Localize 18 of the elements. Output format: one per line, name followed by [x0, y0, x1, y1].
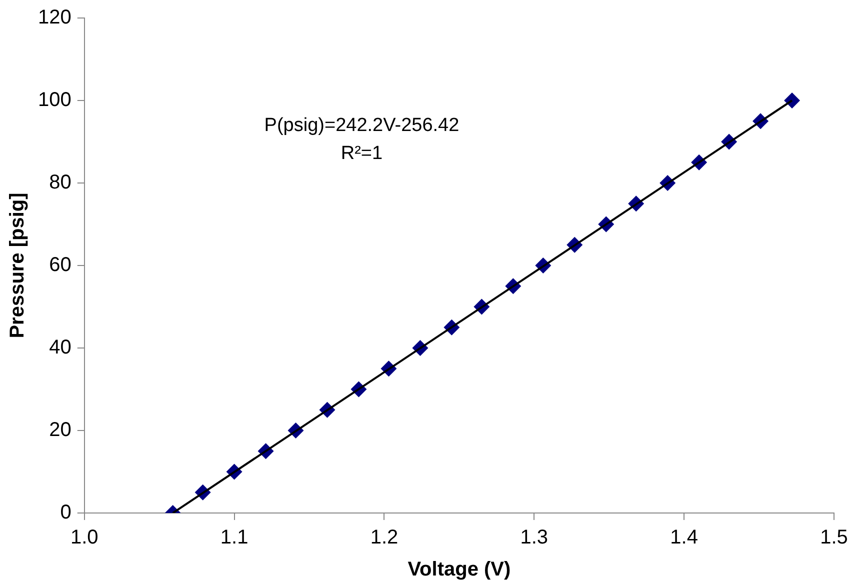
x-tick-label: 1.5: [820, 526, 848, 549]
x-axis-title: Voltage (V): [408, 558, 511, 581]
y-axis-title: Pressure [psig]: [6, 192, 29, 338]
x-tick-label: 1.2: [370, 526, 398, 549]
x-tick-label: 1.1: [220, 526, 248, 549]
point: [784, 92, 800, 108]
x-tick-label: 1.0: [70, 526, 98, 549]
y-tick-label: 40: [49, 336, 72, 359]
annotation: R²=1: [340, 143, 383, 164]
y-tick-label: 100: [38, 89, 72, 112]
y-tick-label: 20: [49, 419, 72, 442]
annotation: P(psig)=242.2V-256.42: [264, 115, 460, 136]
x-tick-label: 1.4: [670, 526, 698, 549]
x-tick-label: 1.3: [520, 526, 548, 549]
y-tick-label: 0: [60, 502, 72, 524]
y-tick-label: 80: [49, 172, 72, 194]
y-tick-label: 120: [38, 6, 72, 29]
y-tick-label: 60: [49, 254, 72, 276]
